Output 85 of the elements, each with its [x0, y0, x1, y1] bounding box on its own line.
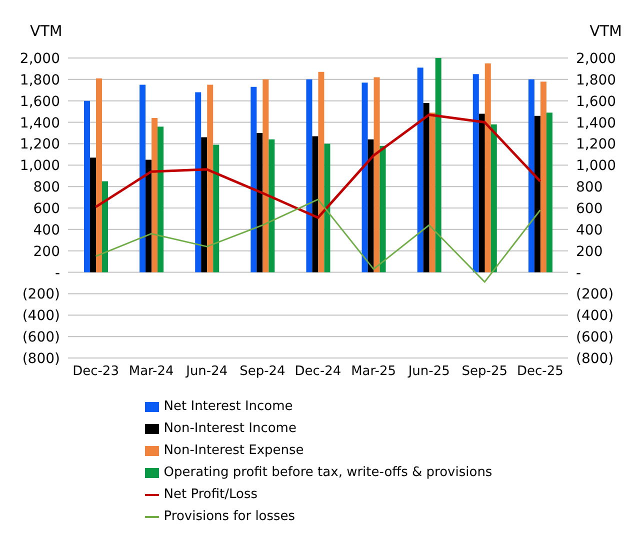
x-tick-label: Dec-25	[517, 364, 564, 380]
y-tick-label: (400)	[22, 308, 60, 324]
bar	[250, 86, 257, 272]
y-tick-label: 200	[33, 244, 60, 260]
bar	[207, 84, 214, 272]
bar	[102, 181, 108, 272]
y-tick-label: 1,600	[20, 94, 60, 110]
y-tick-label: (600)	[22, 330, 60, 346]
y2-tick-label: 800	[576, 180, 603, 196]
legend-label: Non-Interest Income	[164, 420, 296, 438]
x-tick-label: Mar-25	[351, 364, 396, 380]
x-tick-label: Sep-24	[240, 364, 286, 380]
bar	[318, 72, 324, 272]
bar	[380, 146, 386, 272]
bar	[152, 118, 158, 272]
bar	[268, 139, 275, 272]
y-tick-label: 400	[33, 222, 60, 238]
y2-tick-label: 1,600	[576, 94, 616, 110]
y-tick-label: 1,800	[20, 72, 60, 88]
x-tick-label: Jun-25	[407, 364, 450, 380]
bar	[429, 112, 436, 272]
y-tick-label: 600	[33, 200, 60, 217]
y-tick-label: -	[54, 265, 60, 282]
bar	[256, 133, 263, 272]
legend-label: Net Profit/Loss	[164, 486, 258, 504]
bar	[423, 103, 430, 272]
y2-tick-label: -	[576, 265, 582, 282]
y2-tick-label: (600)	[576, 330, 614, 346]
bar	[540, 82, 546, 272]
y-tick-label: 1,200	[20, 136, 60, 153]
y-tick-label: (200)	[22, 286, 60, 303]
y-tick-label: (800)	[22, 350, 60, 367]
x-tick-label: Sep-25	[462, 364, 508, 380]
x-tick-label: Dec-23	[72, 364, 119, 380]
bar	[417, 68, 424, 272]
bar	[478, 114, 485, 272]
bar	[262, 79, 269, 272]
bar	[374, 77, 380, 272]
legend-label: Non-Interest Expense	[164, 442, 304, 460]
bar	[490, 124, 497, 272]
y2-tick-label: 600	[576, 200, 603, 217]
y2-tick-label: (400)	[576, 308, 614, 324]
bar	[201, 137, 208, 272]
bar	[306, 79, 312, 272]
y-tick-label: 1,400	[20, 115, 60, 132]
y-tick-label: 2,000	[20, 50, 60, 67]
bar	[84, 100, 90, 272]
bar	[368, 139, 374, 272]
line-series	[94, 114, 542, 219]
bar	[324, 144, 330, 272]
y2-tick-label: (200)	[576, 286, 614, 303]
y-tick-label: 800	[33, 180, 60, 196]
bar	[534, 116, 540, 272]
bar	[146, 160, 152, 272]
y2-tick-label: (800)	[576, 350, 614, 367]
y-tick-label: 1,000	[20, 158, 60, 174]
y2-tick-label: 1,200	[576, 136, 616, 153]
bar	[362, 82, 368, 272]
y2-tick-label: 1,800	[576, 72, 616, 88]
bar	[528, 79, 534, 272]
x-tick-label: Jun-24	[185, 364, 228, 380]
bar	[472, 74, 479, 272]
bar	[312, 136, 318, 272]
bar	[140, 84, 146, 272]
y-axis-title: VTM	[30, 22, 62, 40]
x-tick-label: Dec-24	[294, 364, 342, 380]
legend-label: Provisions for losses	[164, 508, 296, 526]
bar	[484, 63, 491, 272]
legend-label: Operating profit before tax, write-offs & provisions	[164, 464, 492, 482]
y2-tick-label: 200	[576, 244, 603, 260]
y2-tick-label: 1,400	[576, 115, 616, 132]
bar	[90, 158, 96, 272]
bar	[213, 144, 220, 272]
bar	[435, 58, 442, 272]
bar	[195, 92, 202, 272]
y2-tick-label: 400	[576, 222, 603, 238]
y2-axis-title: VTM	[590, 22, 622, 40]
bar	[546, 112, 552, 272]
y2-tick-label: 1,000	[576, 158, 616, 174]
x-tick-label: Mar-24	[128, 364, 174, 380]
legend-label: Net Interest Income	[164, 398, 293, 416]
y2-tick-label: 2,000	[576, 50, 616, 67]
bar	[96, 78, 102, 272]
line-series	[95, 198, 541, 283]
bar	[158, 126, 164, 272]
